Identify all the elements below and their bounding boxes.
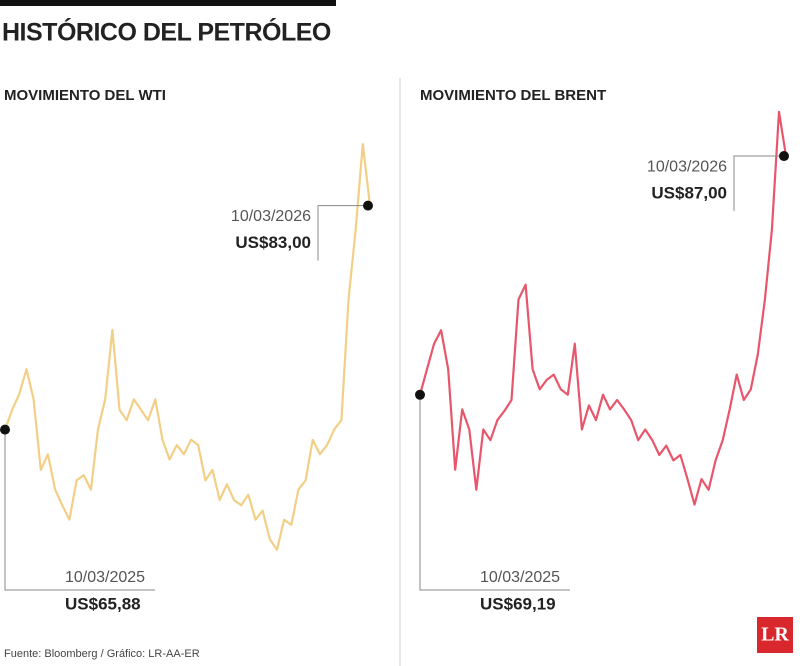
point-marker bbox=[415, 389, 425, 400]
panel-title: MOVIMIENTO DEL WTI bbox=[4, 87, 166, 104]
series-line bbox=[418, 110, 788, 506]
annotation-value: US$65,88 bbox=[65, 594, 141, 613]
point-marker bbox=[0, 424, 10, 435]
annotation-date: 10/03/2025 bbox=[480, 569, 560, 586]
annotation-value: US$83,00 bbox=[235, 233, 311, 252]
logo: LR bbox=[761, 624, 789, 646]
annotation-date: 10/03/2025 bbox=[65, 569, 145, 586]
page-title: HISTÓRICO DEL PETRÓLEO bbox=[2, 17, 331, 47]
leader-line bbox=[4, 429, 155, 591]
annotation-date: 10/03/2026 bbox=[231, 208, 311, 225]
panel-title: MOVIMIENTO DEL BRENT bbox=[420, 87, 606, 104]
leader-line bbox=[419, 394, 570, 591]
annotation-date: 10/03/2026 bbox=[647, 158, 727, 175]
source: Fuente: Bloomberg / Gráfico: LR-AA-ER bbox=[4, 648, 200, 660]
series-line bbox=[3, 143, 372, 551]
leader-line bbox=[317, 205, 368, 261]
leader-line bbox=[733, 155, 784, 212]
logo-box bbox=[757, 617, 793, 653]
point-marker bbox=[363, 200, 373, 211]
title-bar bbox=[0, 0, 336, 6]
point-marker bbox=[779, 151, 789, 162]
annotation-value: US$87,00 bbox=[651, 184, 727, 203]
annotation-value: US$69,19 bbox=[480, 594, 556, 613]
